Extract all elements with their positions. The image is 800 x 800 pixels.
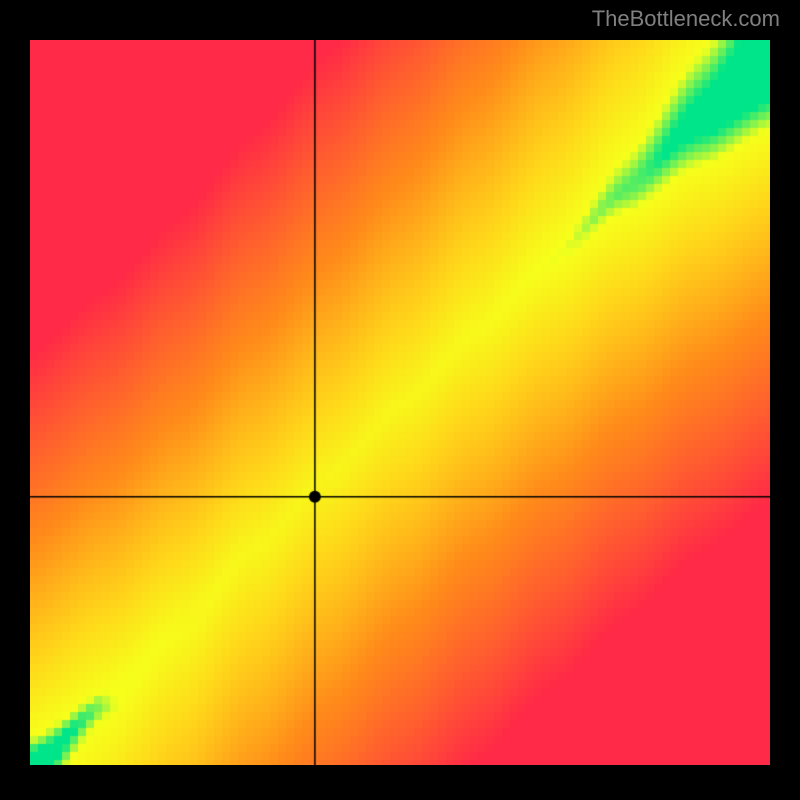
chart-plot-area [30, 40, 770, 765]
chart-container: TheBottleneck.com [0, 0, 800, 800]
watermark-text: TheBottleneck.com [592, 6, 780, 32]
heatmap-canvas [30, 40, 770, 765]
